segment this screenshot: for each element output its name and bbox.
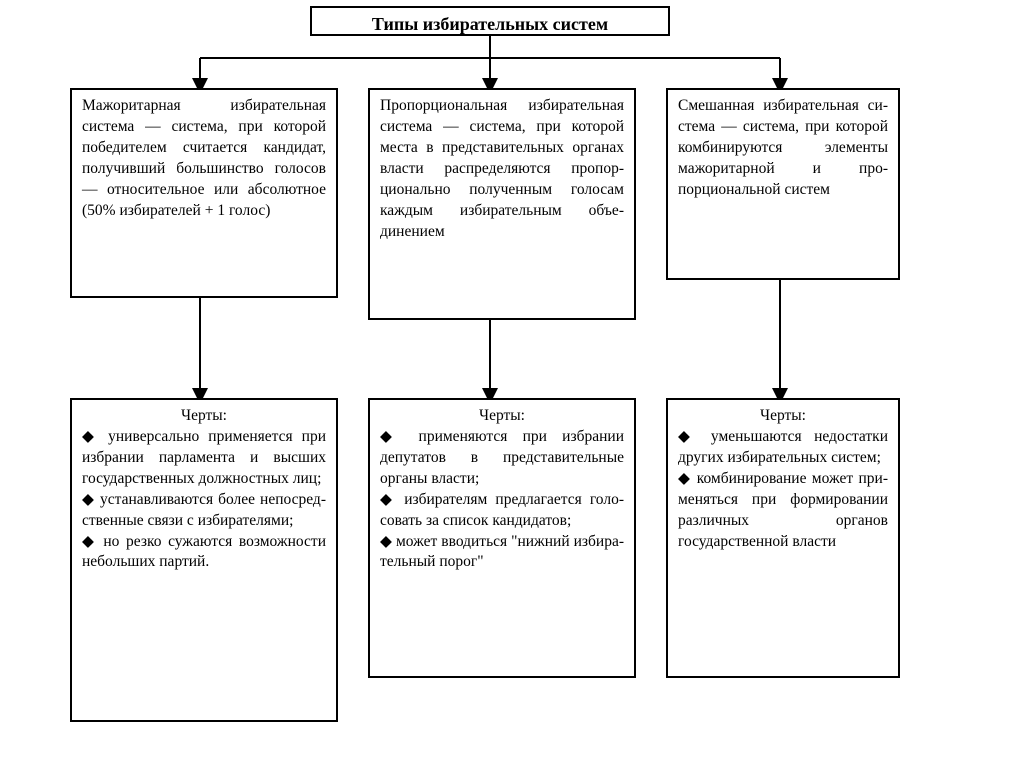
feature-bullet: ◆ но резко сужаются возможности не­больш… (82, 532, 326, 574)
features-box: Черты:◆ универсально применяется при изб… (70, 398, 338, 722)
feature-bullet: ◆ универсально применяется при избрании … (82, 427, 326, 490)
features-box: Черты:◆ уменьшаются недостатки дру­гих и… (666, 398, 900, 678)
feature-bullet: ◆ устанавливаются более непосред­ственны… (82, 490, 326, 532)
definition-text: Пропорциональная избирательная систе­ма … (380, 97, 624, 240)
feature-bullet: ◆ применяются при избрании депутатов в п… (380, 427, 624, 490)
title-box: Типы избирательных систем (310, 6, 670, 36)
definition-box: Мажоритарная изби­рательная система — си… (70, 88, 338, 298)
features-title: Черты: (82, 406, 326, 427)
title-text: Типы избирательных систем (372, 14, 608, 34)
feature-bullet: ◆ избирателям предлагается голо­совать з… (380, 490, 624, 532)
definition-box: Смешанная из­бирательная си­стема — сист… (666, 88, 900, 280)
definition-text: Смешанная из­бирательная си­стема — сист… (678, 97, 888, 198)
feature-bullet: ◆ уменьшаются недостатки дру­гих избират… (678, 427, 888, 469)
feature-bullet: ◆ комбинирова­ние может при­меняться при… (678, 469, 888, 553)
definition-text: Мажоритарная изби­рательная система — си… (82, 97, 326, 219)
definition-box: Пропорциональная избирательная систе­ма … (368, 88, 636, 320)
diagram-canvas: Типы избирательных систем Мажоритарная и… (0, 0, 1024, 767)
feature-bullet: ◆ может вводиться "нижний избира­тельный… (380, 532, 624, 574)
features-box: Черты:◆ применяются при избрании депутат… (368, 398, 636, 678)
features-title: Черты: (678, 406, 888, 427)
features-title: Черты: (380, 406, 624, 427)
